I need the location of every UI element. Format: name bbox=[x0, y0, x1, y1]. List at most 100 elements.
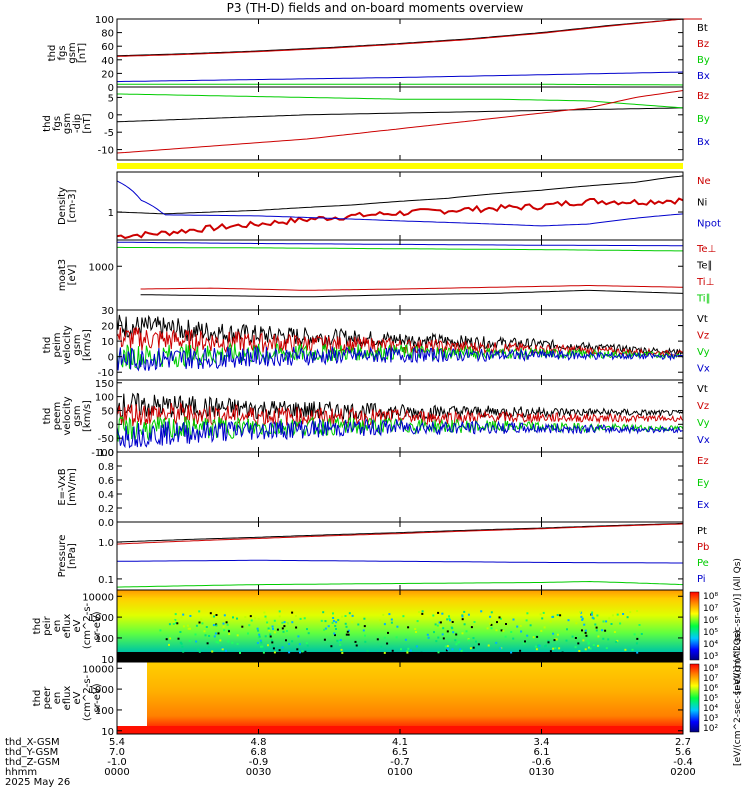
spectrogram-pixel bbox=[291, 640, 294, 643]
spectrogram-pixel bbox=[261, 647, 264, 650]
y-tick-label: 1000 bbox=[89, 613, 114, 624]
x-axis-row-label: hhmm bbox=[5, 767, 37, 778]
panel-peer_spec: 10 100 1000 10000 thd peer en eflux eV (cm^2-s-sr… bbox=[32, 661, 684, 738]
y-tick-label: 10000 bbox=[82, 592, 114, 603]
spectrogram-pixel bbox=[344, 615, 347, 617]
spectrogram-pixel bbox=[364, 640, 367, 643]
spectrogram-pixel bbox=[256, 642, 259, 644]
x-axis-row-label: thd_Z-GSM bbox=[5, 757, 60, 768]
legend-vt: Vt bbox=[697, 314, 708, 325]
spectrogram-pixel bbox=[441, 633, 444, 636]
legend-ey: Ey bbox=[697, 478, 709, 489]
spectrogram-pixel bbox=[602, 620, 605, 623]
colorbar-tick-label: 10⁶ bbox=[703, 616, 718, 626]
y-axis-label: -dip bbox=[72, 114, 83, 133]
spectrogram-pixel bbox=[622, 613, 625, 615]
spectrogram-pixel bbox=[421, 612, 424, 615]
spectrogram-pixel bbox=[324, 627, 327, 630]
spectrogram-pixel bbox=[201, 622, 204, 625]
y-axis-label: (cm^2-s- bbox=[82, 674, 93, 721]
panel-frame bbox=[116, 171, 684, 241]
spectrogram-pixel bbox=[591, 616, 594, 619]
spectrogram-pixel bbox=[195, 624, 198, 627]
spectrogram-pixel bbox=[301, 650, 304, 653]
spectrogram-pixel bbox=[544, 645, 547, 648]
y-axis-label: [nPa] bbox=[67, 543, 78, 569]
spectrogram-pixel bbox=[610, 623, 613, 625]
spectrogram-pixel bbox=[473, 621, 476, 623]
spectrogram-pixel bbox=[446, 630, 449, 633]
x-axis-tick-value: -0.9 bbox=[249, 757, 269, 768]
spectrogram-pixel bbox=[217, 632, 220, 635]
panel-peir_spec: 10 100 1000 10000 thd peir en eflux eV (cm^2-s-sr… bbox=[32, 589, 684, 666]
spectrogram-pixel bbox=[172, 619, 175, 622]
spectrogram-pixel bbox=[332, 620, 335, 622]
x-axis: thd_X-GSM 5.4 4.8 4.1 3.4 2.7 thd_Y-GSM 7.0 6.8 6… bbox=[5, 737, 696, 788]
series-ni-line bbox=[116, 175, 684, 215]
spectrogram-pixel bbox=[355, 644, 358, 647]
y-tick-label: 20 bbox=[101, 69, 114, 80]
y-axis-label: thd bbox=[42, 115, 53, 132]
spectrogram-pixel bbox=[168, 648, 171, 651]
spectrogram-pixel bbox=[383, 623, 386, 626]
spectrogram-pixel bbox=[228, 630, 230, 633]
spectrogram-pixel bbox=[197, 648, 200, 651]
spectrogram-pixel bbox=[551, 616, 554, 618]
y-tick-label: 150 bbox=[95, 379, 114, 390]
spectrogram-pixel bbox=[532, 636, 535, 639]
spectrogram-pixel bbox=[467, 639, 470, 642]
panel-efield: 0.0 0.2 0.4 0.6 0.8 1.0 E=-VxB [mV/m] Ez Ey Ex bbox=[57, 448, 709, 529]
y-tick-label: 0 bbox=[108, 83, 114, 94]
panel-fgs_mag: 0 20 40 60 80 100 thd fgs gsm [nT] Bt Bz By Bx bbox=[47, 15, 710, 94]
spectrogram-pixel bbox=[580, 615, 583, 618]
spectrogram-pixel bbox=[307, 632, 310, 635]
spectrogram-pixel bbox=[583, 623, 586, 626]
y-tick-label: 30 bbox=[101, 306, 114, 317]
spectrogram-pixel bbox=[439, 625, 442, 628]
spectrogram-pixel bbox=[552, 647, 555, 650]
spectrogram-pixel bbox=[465, 630, 468, 633]
y-tick-label: 10000 bbox=[82, 664, 114, 675]
spectrogram-pixel bbox=[525, 619, 528, 622]
y-tick-label: -10 bbox=[98, 146, 114, 157]
y-axis-label: [mV/m] bbox=[67, 468, 78, 506]
spectrogram-pixel bbox=[595, 626, 598, 629]
spectrogram-pixel bbox=[421, 610, 424, 613]
y-axis-label: (cm^2-s- bbox=[82, 602, 93, 649]
spectrogram-pixel bbox=[271, 641, 274, 644]
x-axis-tick-value: 6.1 bbox=[534, 747, 550, 758]
spectrogram-pixel bbox=[278, 649, 281, 652]
spectrogram-pixel bbox=[396, 625, 399, 628]
spectrogram-pixel bbox=[335, 628, 337, 630]
spectrogram-pixel bbox=[441, 612, 444, 615]
legend-bz: Bz bbox=[697, 91, 709, 102]
legend-pi: Pi bbox=[697, 574, 706, 585]
legend-pt: Pt bbox=[697, 526, 707, 537]
spectrogram-pixel bbox=[215, 640, 218, 643]
y-tick-label: 10 bbox=[101, 655, 114, 666]
spectrogram-pixel bbox=[584, 629, 587, 632]
spectrogram-pixel bbox=[495, 641, 498, 644]
y-axis-label: peim bbox=[52, 332, 63, 357]
spectrogram-pixel bbox=[194, 633, 197, 636]
spectrogram-pixel bbox=[364, 634, 366, 637]
series-ti-line bbox=[140, 285, 684, 291]
x-axis-tick-value: -1.0 bbox=[107, 757, 127, 768]
spectrogram-pixel bbox=[402, 615, 405, 618]
spectrogram-pixel bbox=[585, 634, 588, 637]
spectrogram-pixel bbox=[256, 627, 259, 630]
x-axis-tick-value: -0.4 bbox=[673, 757, 693, 768]
spectrogram-pixel bbox=[415, 631, 417, 633]
y-tick-label: 0.8 bbox=[98, 462, 114, 473]
spectrogram-pixel bbox=[577, 642, 580, 645]
spectrogram-pixel bbox=[254, 617, 257, 620]
panel-peim_velocity: -10 0 10 20 30 thd peim velocity gsm [km/s] Vt Vz Vy… bbox=[42, 306, 710, 381]
spectrogram-pixel bbox=[341, 651, 344, 654]
spectrogram-pixel bbox=[268, 629, 271, 632]
spectrogram-pixel bbox=[480, 610, 483, 613]
spectrogram-pixel bbox=[211, 650, 214, 653]
spectrogram-pixel bbox=[259, 639, 262, 642]
spectrogram-pixel bbox=[175, 621, 178, 624]
spectrogram-pixel bbox=[344, 622, 347, 625]
